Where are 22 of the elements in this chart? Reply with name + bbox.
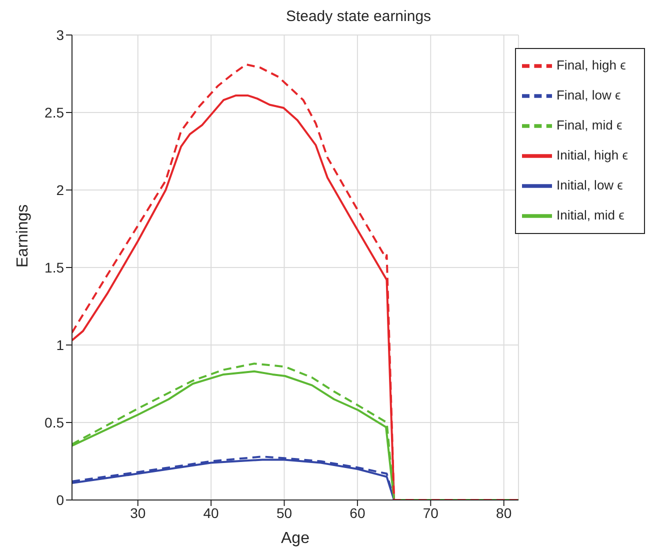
x-tick-label: 30: [130, 504, 146, 521]
y-tick-label: 1.5: [44, 259, 64, 276]
legend-label: Initial, high ϵ: [556, 147, 628, 162]
chart-title: Steady state earnings: [286, 8, 432, 25]
x-tick-label: 50: [276, 504, 292, 521]
legend-label: Initial, mid ϵ: [556, 207, 624, 222]
y-tick-label: 2: [56, 182, 64, 198]
x-tick-label: 60: [350, 504, 366, 521]
y-tick-label: 1: [56, 336, 64, 353]
x-axis-title: Age: [281, 530, 310, 547]
y-tick-label: 0.5: [44, 414, 64, 430]
x-tick-label: 40: [203, 504, 220, 521]
legend-label: Final, low ϵ: [556, 87, 621, 102]
x-tick-label: 70: [422, 504, 439, 521]
y-axis-title: Earnings: [14, 204, 32, 268]
legend-label: Final, mid ϵ: [556, 117, 622, 132]
y-tick-label: 2.5: [44, 104, 64, 120]
legend-label: Final, high ϵ: [556, 57, 626, 72]
y-tick-label: 3: [56, 26, 64, 43]
y-tick-label: 0: [56, 492, 64, 508]
legend-label: Initial, low ϵ: [556, 177, 623, 192]
x-tick-label: 80: [496, 504, 512, 521]
